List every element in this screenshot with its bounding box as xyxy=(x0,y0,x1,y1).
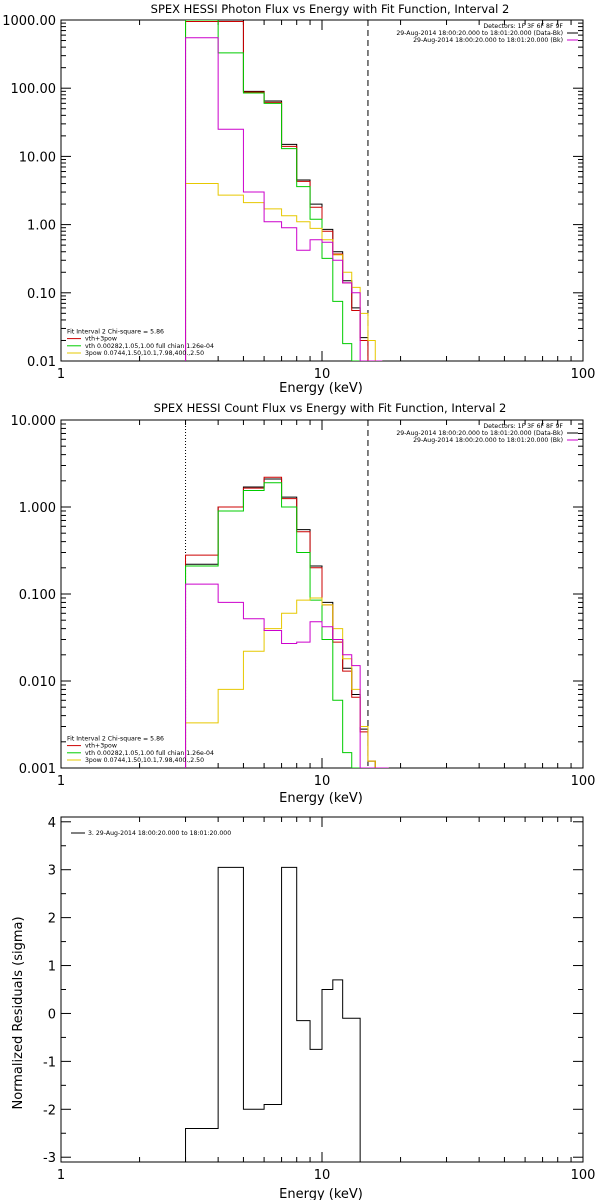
y-tick-label: 1.000 xyxy=(19,501,56,516)
data-series-group xyxy=(185,866,361,1162)
x-tick-label: 10 xyxy=(314,1168,331,1183)
residuals-y-axis-label: Normalized Residuals (sigma) xyxy=(11,916,26,1109)
y-tick-label: 0.001 xyxy=(19,762,56,777)
y-tick-label: 2 xyxy=(48,912,56,927)
fit-legend-line: vth 0.00282,1.05,1.00 full chian 1.26e-0… xyxy=(85,343,214,350)
x-tick-label: 100 xyxy=(571,774,596,789)
y-tick-label: 10.000 xyxy=(11,414,57,429)
y-tick-label: -2 xyxy=(43,1103,56,1118)
series-line-2 xyxy=(185,20,383,361)
header-line: 29-Aug-2014 18:00:20.000 to 18:01:20.000… xyxy=(396,430,563,437)
fit-legend-line: 3pow 0.0744,1.50,10.1,7.98,400.,2.50 xyxy=(85,757,204,764)
x-tick-label: 10 xyxy=(314,774,331,789)
y-tick-label: 4 xyxy=(48,816,56,831)
count-flux-x-axis-label: Energy (keV) xyxy=(279,791,363,806)
y-tick-label: 0 xyxy=(48,1007,56,1022)
residuals-panel: 1 10 100 -3 -2 -1 0 1 2 3 4 3. 29-Aug-2014 18:00:20… xyxy=(11,816,595,1200)
y-tick-label: -3 xyxy=(43,1151,56,1166)
y-tick-label: 100.00 xyxy=(11,82,57,97)
y-tick-label: 3 xyxy=(48,864,56,879)
x-tick-label: 1 xyxy=(57,1168,65,1183)
series-line-3 xyxy=(185,597,389,768)
plot-frame xyxy=(60,19,584,362)
header-line: Detectors: 1F 3F 6F 8F 9F xyxy=(483,423,563,430)
photon-flux-panel: SPEX HESSI Photon Flux vs Energy with Fi… xyxy=(2,2,595,396)
photon-flux-plot-area: 1 10 100 0.01 0.10 1.00 10.00 100.00 1000.00 Dete… xyxy=(2,14,595,382)
y-tick-label: 0.10 xyxy=(27,287,56,302)
series-line-0 xyxy=(185,866,361,1162)
header-line: 29-Aug-2014 18:00:20.000 to 18:01:20.000… xyxy=(413,437,563,444)
fit-legend-line: Fit Interval 2 Chi-square = 5.86 xyxy=(67,735,164,742)
photon-flux-title: SPEX HESSI Photon Flux vs Energy with Fi… xyxy=(151,2,510,16)
data-series-group xyxy=(185,20,383,361)
header-line: 29-Aug-2014 18:00:20.000 to 18:01:20.000… xyxy=(396,30,563,37)
residual-legend-label: 3. 29-Aug-2014 18:00:20.000 to 18:01:20.… xyxy=(88,830,231,837)
residuals-plot-area: 1 10 100 -3 -2 -1 0 1 2 3 4 3. 29-Aug-2014 18:00:20… xyxy=(43,816,595,1183)
series-line-1 xyxy=(185,21,383,361)
y-tick-label: -1 xyxy=(43,1055,56,1070)
header-line: 29-Aug-2014 18:00:20.000 to 18:01:20.000… xyxy=(413,37,563,44)
count-flux-panel: SPEX HESSI Count Flux vs Energy with Fit… xyxy=(11,401,596,806)
y-tick-label: 1000.00 xyxy=(2,14,56,29)
data-series-group xyxy=(185,476,389,768)
y-tick-label: 1 xyxy=(48,960,56,975)
residuals-x-axis-label: Energy (keV) xyxy=(279,1187,363,1200)
fit-legend-line: Fit Interval 2 Chi-square = 5.86 xyxy=(67,328,164,335)
y-tick-label: 1.00 xyxy=(27,219,56,234)
fit-legend-line: vth+3pow xyxy=(85,743,117,750)
y-tick-label: 0.01 xyxy=(27,355,56,370)
count-flux-title: SPEX HESSI Count Flux vs Energy with Fit… xyxy=(154,401,507,415)
series-line-0 xyxy=(185,20,383,361)
y-tick-label: 0.010 xyxy=(19,675,56,690)
series-line-4 xyxy=(185,37,383,361)
fit-legend-line: vth+3pow xyxy=(85,336,117,343)
x-tick-label: 10 xyxy=(314,367,331,382)
count-flux-plot-area: 1 10 100 0.001 0.010 0.100 1.000 10.000 Detector… xyxy=(11,414,596,789)
x-tick-label: 100 xyxy=(571,1168,596,1183)
header-line: Detectors: 1F 3F 6F 8F 9F xyxy=(483,23,563,30)
fit-legend-line: vth 0.00282,1.05,1.00 full chian 1.26e-0… xyxy=(85,750,214,757)
x-tick-label: 100 xyxy=(571,367,596,382)
series-line-1 xyxy=(185,476,389,768)
series-line-3 xyxy=(185,183,383,361)
x-tick-label: 1 xyxy=(57,367,65,382)
y-tick-label: 10.00 xyxy=(19,150,56,165)
fit-legend-line: 3pow 0.0744,1.50,10.1,7.98,400.,2.50 xyxy=(85,350,204,357)
y-tick-label: 0.100 xyxy=(19,588,56,603)
x-tick-label: 1 xyxy=(57,774,65,789)
series-line-4 xyxy=(185,583,389,768)
series-line-0 xyxy=(185,478,389,768)
photon-flux-x-axis-label: Energy (keV) xyxy=(279,381,363,396)
series-line-2 xyxy=(185,482,389,768)
